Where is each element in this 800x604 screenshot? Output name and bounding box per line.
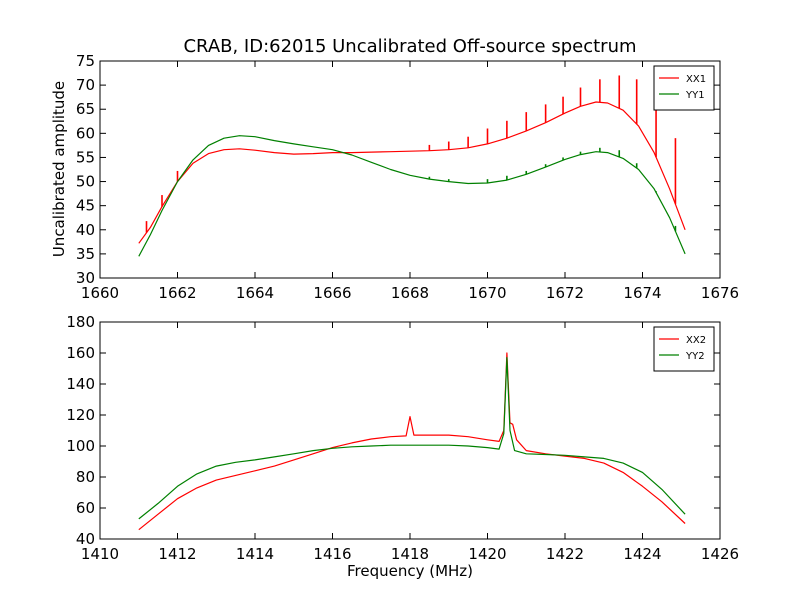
y-tick-label: 30: [76, 269, 95, 287]
y-tick-label: 80: [76, 468, 95, 486]
plot-frame-0: [99, 60, 721, 279]
x-tick-label: 1664: [236, 284, 274, 302]
x-tick-label: 1426: [701, 545, 739, 563]
series-line-xx1: [138, 101, 686, 244]
series-line-yy2: [138, 357, 686, 520]
x-tick-label: 1420: [468, 545, 506, 563]
y-axis-label: Uncalibrated amplitude: [50, 81, 68, 257]
y-tick-label: 60: [76, 124, 95, 142]
plot-frame-1: [99, 321, 721, 540]
legend-box: [653, 326, 715, 372]
x-tick-label: 1424: [623, 545, 661, 563]
x-tick-label: 1672: [546, 284, 584, 302]
series-line-xx2: [138, 352, 686, 531]
y-tick-label: 40: [76, 221, 95, 239]
x-tick-label: 1668: [391, 284, 429, 302]
x-tick-label: 1410: [81, 545, 119, 563]
y-tick-label: 100: [66, 437, 95, 455]
series-line-yy1: [138, 135, 686, 257]
y-tick-label: 55: [76, 148, 95, 166]
legend-label-yy2: YY2: [685, 351, 705, 362]
x-tick-label: 1416: [313, 545, 351, 563]
x-tick-label: 1674: [623, 284, 661, 302]
legend-box: [653, 65, 715, 111]
legend-label-yy1: YY1: [685, 90, 705, 101]
y-tick-label: 120: [66, 406, 95, 424]
y-tick-label: 60: [76, 499, 95, 517]
y-tick-label: 140: [66, 375, 95, 393]
x-tick-label: 1414: [236, 545, 274, 563]
y-tick-label: 45: [76, 197, 95, 215]
y-tick-label: 40: [76, 530, 95, 548]
x-tick-label: 1422: [546, 545, 584, 563]
x-axis-label: Frequency (MHz): [347, 562, 473, 580]
top-panel: 1660 1662 1664 1666 1668 1670 1672 1674 1676 30 35…: [76, 52, 739, 302]
legend-label-xx2: XX2: [686, 335, 706, 346]
x-tick-label: 1660: [81, 284, 119, 302]
y-tick-label: 180: [66, 313, 95, 331]
y-tick-label: 160: [66, 344, 95, 362]
x-tick-label: 1666: [313, 284, 351, 302]
x-tick-label: 1418: [391, 545, 429, 563]
y-tick-label: 75: [76, 52, 95, 70]
chart-title: CRAB, ID:62015 Uncalibrated Off-source s…: [183, 36, 636, 57]
x-tick-label: 1662: [158, 284, 196, 302]
x-tick-label: 1670: [468, 284, 506, 302]
x-tick-label: 1412: [158, 545, 196, 563]
bottom-panel: 1410 1412 1414 1416 1418 1420 1422 1424 1426 40 60…: [66, 313, 739, 563]
x-tick-label: 1676: [701, 284, 739, 302]
y-tick-label: 65: [76, 100, 95, 118]
y-tick-label: 35: [76, 245, 95, 263]
y-tick-label: 50: [76, 173, 95, 191]
y-tick-label: 70: [76, 76, 95, 94]
legend-label-xx1: XX1: [686, 74, 706, 85]
